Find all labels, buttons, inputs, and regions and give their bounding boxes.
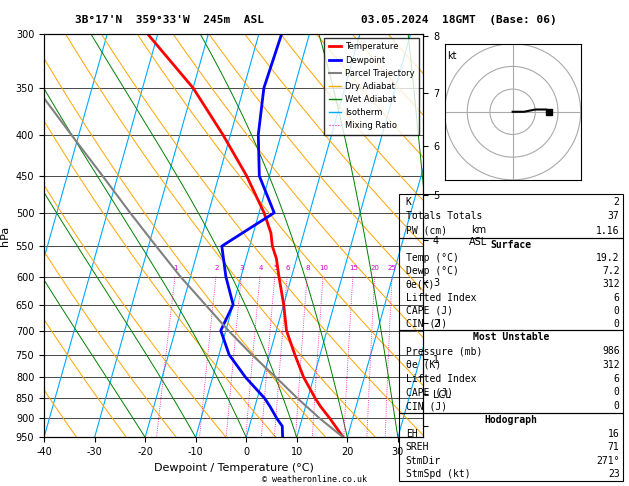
X-axis label: Dewpoint / Temperature (°C): Dewpoint / Temperature (°C) xyxy=(153,463,313,473)
Text: 271°: 271° xyxy=(596,456,620,466)
Text: K: K xyxy=(406,197,411,207)
Text: 1: 1 xyxy=(174,265,178,271)
Text: 0: 0 xyxy=(614,401,620,411)
Text: © weatheronline.co.uk: © weatheronline.co.uk xyxy=(262,474,367,484)
Text: SREH: SREH xyxy=(406,442,429,452)
Text: Totals Totals: Totals Totals xyxy=(406,211,482,221)
Text: 1.16: 1.16 xyxy=(596,226,620,236)
Text: 3B°17'N  359°33'W  245m  ASL: 3B°17'N 359°33'W 245m ASL xyxy=(75,15,264,25)
Text: 15: 15 xyxy=(349,265,358,271)
Text: kt: kt xyxy=(447,51,457,61)
Text: θe (K): θe (K) xyxy=(406,360,441,370)
Text: Lifted Index: Lifted Index xyxy=(406,293,476,302)
Text: StmSpd (kt): StmSpd (kt) xyxy=(406,469,470,479)
Text: 0: 0 xyxy=(614,319,620,329)
Text: CIN (J): CIN (J) xyxy=(406,401,447,411)
Text: Most Unstable: Most Unstable xyxy=(473,332,549,342)
Text: Dewp (°C): Dewp (°C) xyxy=(406,266,459,276)
Text: 0: 0 xyxy=(614,306,620,316)
Text: 5: 5 xyxy=(273,265,277,271)
Text: CAPE (J): CAPE (J) xyxy=(406,306,453,316)
Text: Pressure (mb): Pressure (mb) xyxy=(406,346,482,356)
Text: 6: 6 xyxy=(614,293,620,302)
Text: 71: 71 xyxy=(608,442,620,452)
Text: 4: 4 xyxy=(259,265,263,271)
Text: 03.05.2024  18GMT  (Base: 06): 03.05.2024 18GMT (Base: 06) xyxy=(361,15,557,25)
Text: 7.2: 7.2 xyxy=(602,266,620,276)
Text: Surface: Surface xyxy=(491,240,532,250)
Text: 19.2: 19.2 xyxy=(596,253,620,263)
Text: CIN (J): CIN (J) xyxy=(406,319,447,329)
Text: 2: 2 xyxy=(214,265,219,271)
Text: 6: 6 xyxy=(286,265,290,271)
Text: 10: 10 xyxy=(319,265,328,271)
Text: StmDir: StmDir xyxy=(406,456,441,466)
Y-axis label: hPa: hPa xyxy=(0,226,10,246)
Text: Temp (°C): Temp (°C) xyxy=(406,253,459,263)
Text: 6: 6 xyxy=(614,374,620,383)
Text: EH: EH xyxy=(406,429,418,438)
Text: 312: 312 xyxy=(602,279,620,289)
Text: 2: 2 xyxy=(614,197,620,207)
Text: CAPE (J): CAPE (J) xyxy=(406,387,453,398)
Text: 986: 986 xyxy=(602,346,620,356)
Y-axis label: km
ASL: km ASL xyxy=(469,225,487,246)
Text: 20: 20 xyxy=(370,265,379,271)
Text: 3: 3 xyxy=(240,265,244,271)
Text: 0: 0 xyxy=(614,387,620,398)
Legend: Temperature, Dewpoint, Parcel Trajectory, Dry Adiabat, Wet Adiabat, Isotherm, Mi: Temperature, Dewpoint, Parcel Trajectory… xyxy=(325,38,419,135)
Text: 16: 16 xyxy=(608,429,620,438)
Text: 23: 23 xyxy=(608,469,620,479)
Text: 8: 8 xyxy=(305,265,310,271)
Text: 312: 312 xyxy=(602,360,620,370)
Text: PW (cm): PW (cm) xyxy=(406,226,447,236)
Text: Lifted Index: Lifted Index xyxy=(406,374,476,383)
Text: θe(K): θe(K) xyxy=(406,279,435,289)
Text: Hodograph: Hodograph xyxy=(484,415,538,425)
Text: 25: 25 xyxy=(388,265,397,271)
Text: 37: 37 xyxy=(608,211,620,221)
